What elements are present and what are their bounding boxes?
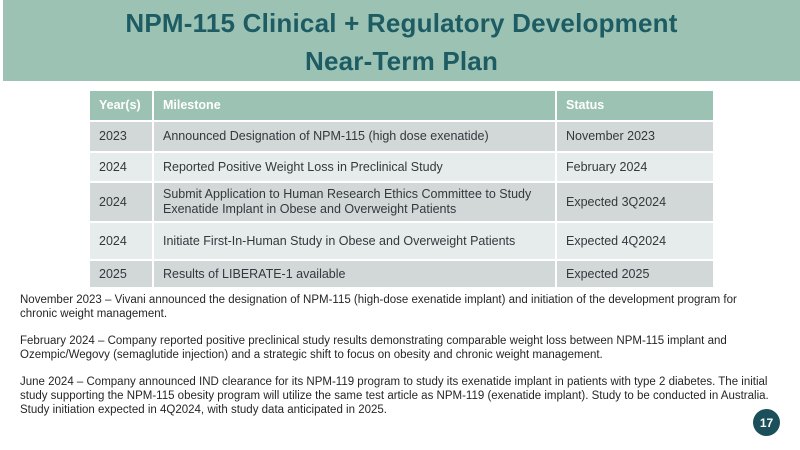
table-cell-milestone: Announced Designation of NPM-115 (high d… [154, 122, 555, 151]
table-cell-year: 2024 [90, 153, 152, 181]
table-header-milestone: Milestone [154, 91, 555, 120]
table-cell-milestone: Results of LIBERATE-1 available [154, 261, 555, 287]
table-cell-status: Expected 2025 [557, 261, 713, 287]
table-cell-status: Expected 3Q2024 [557, 183, 713, 221]
note-paragraph-november-2023: November 2023 – Vivani announced the des… [20, 294, 737, 320]
page-title-line-1: NPM-115 Clinical + Regulatory Developmen… [125, 8, 678, 38]
table-cell-year: 2023 [90, 122, 152, 151]
page-title-line-2: Near-Term Plan [304, 46, 499, 76]
table-cell-status: February 2024 [557, 153, 713, 181]
milestone-table: Year(s) Milestone Status 2023 Announced … [90, 91, 713, 287]
table-cell-year: 2024 [90, 223, 152, 259]
notes-section: November 2023 – Vivani announced the des… [20, 293, 772, 430]
title-band: NPM-115 Clinical + Regulatory Developmen… [3, 0, 800, 81]
table-cell-milestone: Submit Application to Human Research Eth… [154, 183, 555, 221]
table-header-status: Status [557, 91, 713, 120]
table-cell-status: Expected 4Q2024 [557, 223, 713, 259]
table-cell-milestone: Reported Positive Weight Loss in Preclin… [154, 153, 555, 181]
page-number-badge: 17 [753, 409, 780, 436]
page-title: NPM-115 Clinical + Regulatory Developmen… [3, 0, 800, 80]
table-cell-year: 2025 [90, 261, 152, 287]
page-number: 17 [759, 415, 774, 430]
table-header-years: Year(s) [90, 91, 152, 120]
note-paragraph-february-2024: February 2024 – Company reported positiv… [20, 335, 727, 361]
table-cell-milestone: Initiate First-In-Human Study in Obese a… [154, 223, 555, 259]
note-paragraph-june-2024: June 2024 – Company announced IND cleara… [20, 376, 769, 416]
table-cell-status: November 2023 [557, 122, 713, 151]
table-cell-year: 2024 [90, 183, 152, 221]
